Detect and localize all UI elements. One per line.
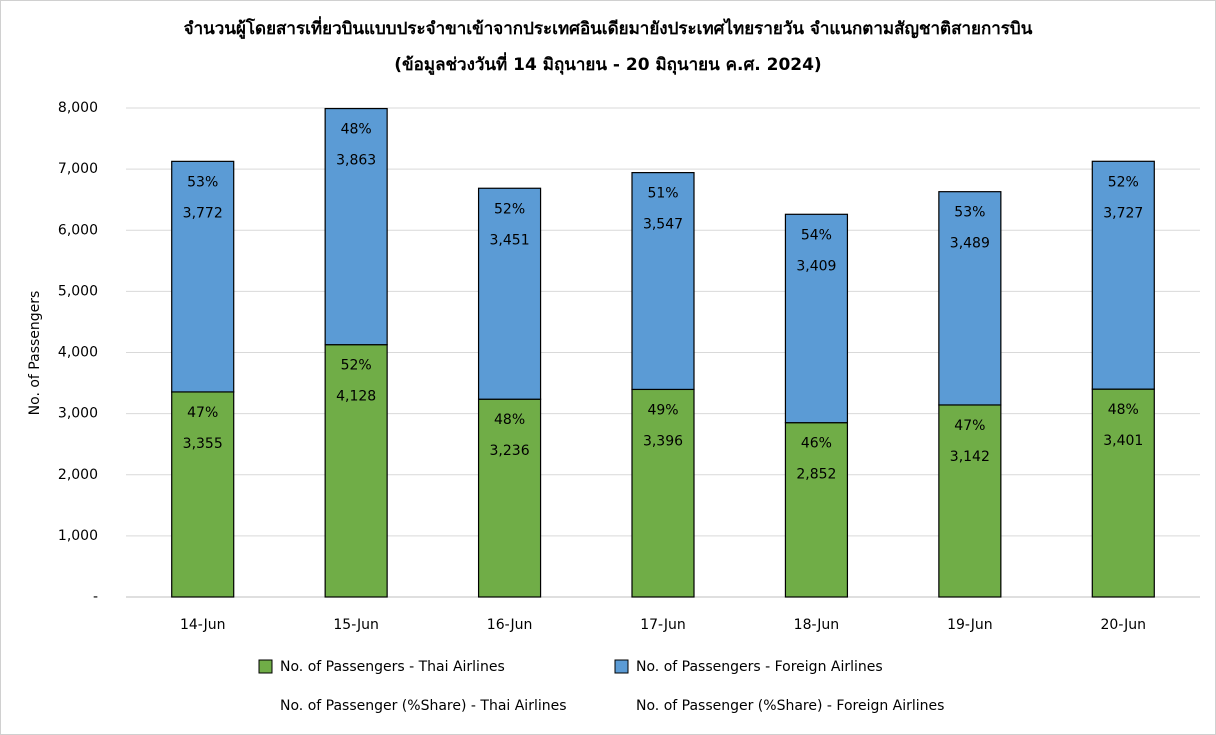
- share-label: 54%: [801, 227, 832, 243]
- x-tick-label: 16-Jun: [487, 617, 533, 633]
- bar-segment: [1091, 388, 1155, 598]
- bar-segment: [631, 172, 695, 391]
- share-label: 46%: [801, 436, 832, 452]
- value-label: 2,852: [796, 467, 836, 483]
- value-label: 3,547: [643, 217, 683, 233]
- legend-label: No. of Passengers - Foreign Airlines: [636, 659, 883, 675]
- value-label: 3,727: [1103, 205, 1143, 221]
- legend-label: No. of Passenger (%Share) - Thai Airline…: [280, 698, 567, 714]
- value-label: 3,142: [950, 449, 990, 465]
- share-label: 53%: [954, 205, 985, 221]
- share-label: 47%: [954, 418, 985, 434]
- legend-swatch: [258, 659, 273, 674]
- bar-segment: [477, 187, 542, 400]
- bar-segment: [784, 422, 849, 598]
- y-tick-label: 6,000: [58, 222, 98, 238]
- bar-segment: [324, 344, 388, 598]
- legend-label: No. of Passenger (%Share) - Foreign Airl…: [636, 698, 944, 714]
- value-label: 3,396: [643, 433, 683, 449]
- value-label: 3,355: [183, 436, 223, 452]
- bar-segment: [171, 160, 235, 393]
- value-label: 3,489: [950, 236, 990, 252]
- chart-subtitle: (ข้อมูลช่วงวันที่ 14 มิถุนายน - 20 มิถุน…: [394, 52, 821, 76]
- share-label: 48%: [1108, 402, 1139, 418]
- value-label: 3,409: [796, 258, 836, 274]
- y-tick-label: 7,000: [58, 161, 98, 177]
- share-label: 52%: [341, 358, 372, 374]
- legend-swatch: [614, 659, 629, 674]
- value-label: 3,451: [490, 232, 530, 248]
- y-tick-label: 2,000: [58, 467, 98, 483]
- x-tick-label: 15-Jun: [333, 617, 379, 633]
- bar-segment: [784, 213, 849, 424]
- bar-segment: [324, 107, 388, 346]
- bar-segment: [938, 404, 1002, 598]
- share-label: 49%: [647, 402, 678, 418]
- x-tick-label: 14-Jun: [180, 617, 226, 633]
- share-label: 47%: [187, 405, 218, 421]
- share-label: 52%: [494, 201, 525, 217]
- value-label: 3,401: [1103, 433, 1143, 449]
- bar-segment: [171, 391, 235, 598]
- y-tick-label: 1,000: [58, 528, 98, 544]
- legend-label: No. of Passengers - Thai Airlines: [280, 659, 505, 675]
- value-label: 4,128: [336, 389, 376, 405]
- chart-title: จำนวนผู้โดยสารเที่ยวบินแบบประจำขาเข้าจาก…: [184, 16, 1033, 40]
- value-label: 3,772: [183, 205, 223, 221]
- y-tick-label: 8,000: [58, 100, 98, 116]
- share-label: 51%: [647, 186, 678, 202]
- y-axis-label: No. of Passengers: [27, 291, 43, 416]
- y-tick-label: 4,000: [58, 345, 98, 361]
- share-label: 52%: [1108, 174, 1139, 190]
- x-tick-label: 17-Jun: [640, 617, 686, 633]
- share-label: 48%: [494, 412, 525, 428]
- bar-segment: [477, 398, 542, 598]
- bar-segment: [631, 388, 695, 598]
- y-tick-label: 5,000: [58, 283, 98, 299]
- share-label: 48%: [341, 122, 372, 138]
- y-tick-label: -: [93, 589, 98, 605]
- value-label: 3,863: [336, 153, 376, 169]
- bar-segment: [938, 191, 1002, 406]
- x-tick-label: 19-Jun: [947, 617, 993, 633]
- value-label: 3,236: [490, 443, 530, 459]
- x-tick-label: 18-Jun: [794, 617, 840, 633]
- y-tick-label: 3,000: [58, 406, 98, 422]
- share-label: 53%: [187, 174, 218, 190]
- bar-segment: [1091, 160, 1155, 390]
- x-tick-label: 20-Jun: [1101, 617, 1147, 633]
